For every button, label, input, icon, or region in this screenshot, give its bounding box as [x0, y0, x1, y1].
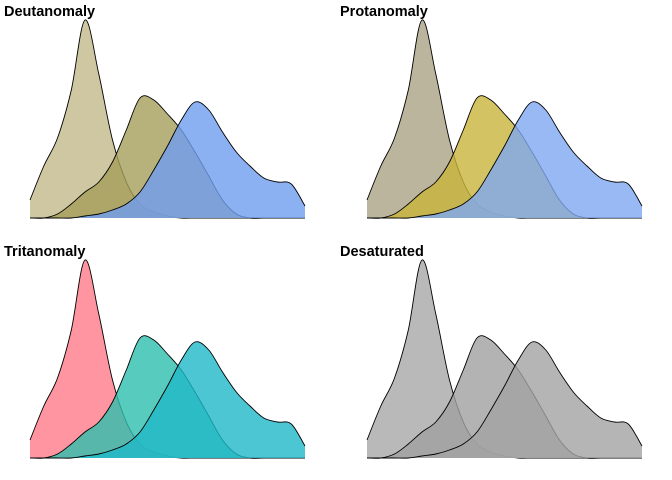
panel-title: Tritanomaly: [4, 244, 85, 260]
density-area-3: [367, 341, 642, 459]
plot-area: [29, 19, 306, 219]
density-area-1: [30, 19, 305, 219]
plot-area: [29, 259, 306, 459]
density-area-3: [30, 101, 305, 219]
panel-tritanomaly: Tritanomaly: [4, 244, 306, 459]
panel-desaturated: Desaturated: [340, 244, 643, 459]
panel-title: Deutanomaly: [4, 4, 95, 20]
panel-deutanomaly: Deutanomaly: [4, 4, 306, 219]
plot-area: [366, 19, 643, 219]
density-line-2: [366, 95, 642, 219]
density-line-3: [29, 341, 306, 459]
density-area-3: [30, 341, 305, 459]
plot-area: [366, 259, 643, 459]
density-line-3: [366, 341, 643, 459]
panel-protanomaly: Protanomaly: [340, 4, 643, 219]
density-area-1: [367, 19, 642, 219]
density-line-2: [366, 335, 642, 459]
density-line-2: [29, 95, 305, 219]
density-line-3: [367, 101, 643, 219]
density-area-1: [367, 259, 642, 459]
density-area-1: [30, 259, 305, 459]
panel-title: Desaturated: [340, 244, 424, 260]
density-line-3: [30, 101, 306, 219]
density-line-2: [29, 335, 305, 459]
panel-title: Protanomaly: [340, 4, 428, 20]
density-area-3: [367, 101, 642, 219]
